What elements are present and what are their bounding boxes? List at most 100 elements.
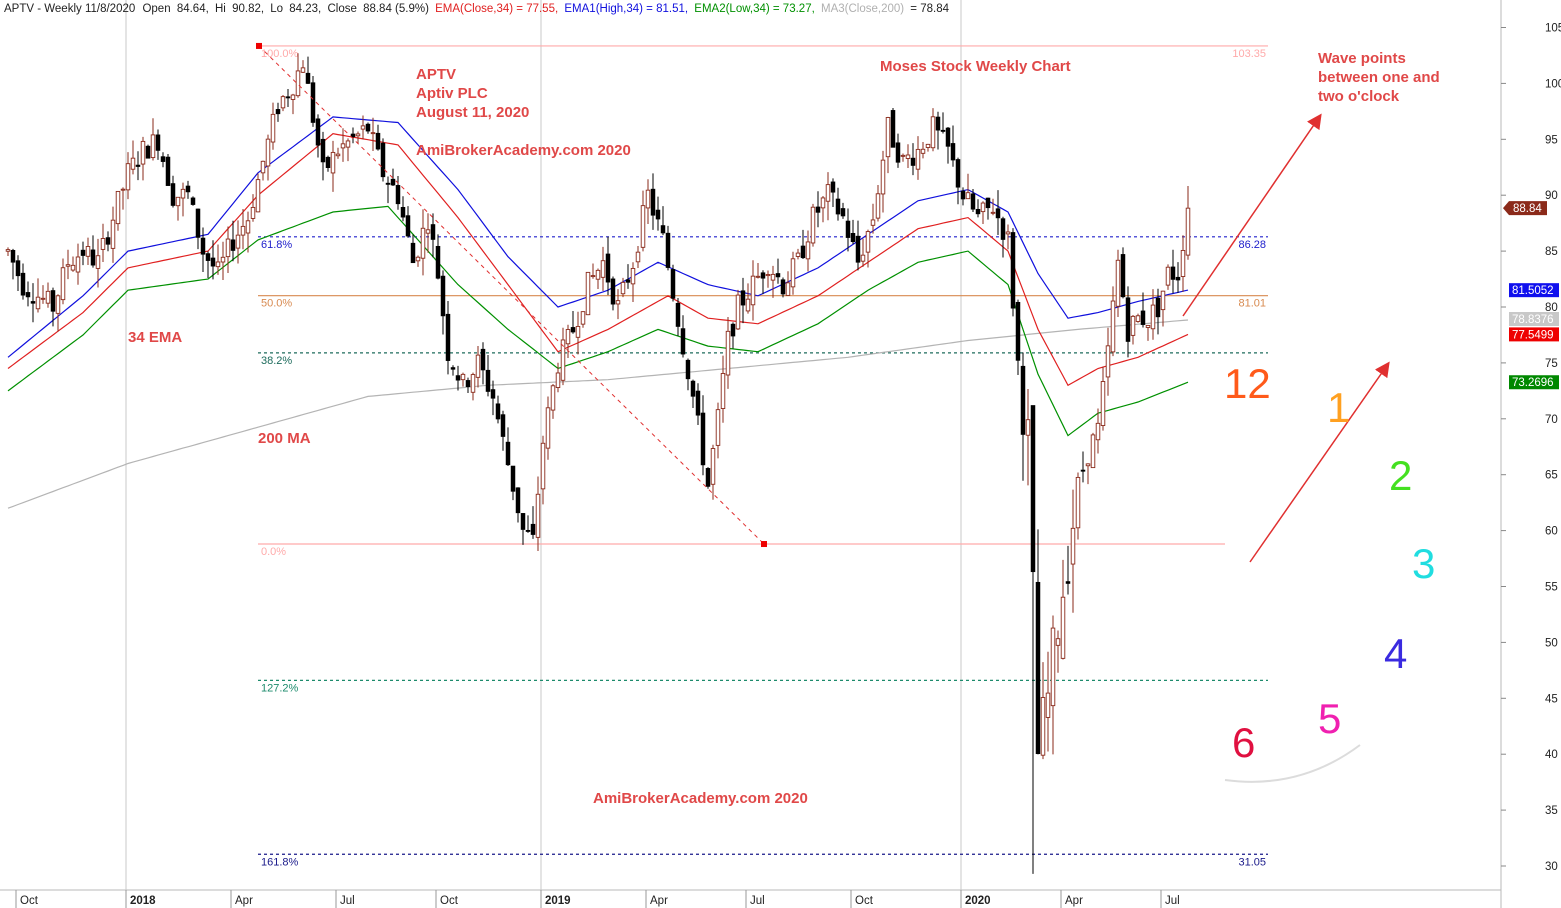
x-tick-label: Oct <box>855 895 874 907</box>
candle <box>560 327 566 386</box>
candle-body-down <box>955 159 961 188</box>
candle <box>615 289 621 320</box>
y-tick-label: 85 <box>1545 246 1558 258</box>
hi-value: 90.82 <box>232 3 261 15</box>
candle <box>470 372 476 401</box>
candle <box>1025 389 1031 486</box>
x-tick-label: Apr <box>650 895 668 907</box>
candle-body-up <box>645 189 651 209</box>
candle <box>280 94 286 112</box>
candle <box>415 255 421 267</box>
badge-value: 73.2696 <box>1512 377 1554 389</box>
candle <box>465 377 471 394</box>
candle-body-up <box>785 282 791 296</box>
candle-body-down <box>435 245 441 279</box>
candle <box>365 122 371 134</box>
candle <box>650 173 656 230</box>
candle <box>85 237 91 265</box>
candle <box>1130 315 1136 345</box>
candle <box>790 251 796 295</box>
candle-body-down <box>985 197 991 209</box>
candle <box>695 383 701 425</box>
candle-body-up <box>180 188 186 199</box>
candle-body-down <box>160 156 166 162</box>
candle <box>290 93 296 115</box>
candle <box>1065 545 1071 595</box>
badge-shape <box>1509 283 1559 298</box>
candle-body-up <box>630 267 636 285</box>
candle <box>450 365 456 376</box>
candle-body-up <box>425 229 431 234</box>
clock-1: 1 <box>1327 384 1350 431</box>
candle <box>75 243 81 285</box>
candle <box>755 262 761 279</box>
wave-note-line2: between one and <box>1318 69 1440 86</box>
candle-body-up <box>70 264 76 271</box>
candle-body-up <box>725 330 731 376</box>
candle <box>850 219 856 245</box>
candle <box>1175 262 1181 293</box>
candle <box>945 126 951 164</box>
candle-body-up <box>825 184 831 202</box>
candle-body-up <box>255 179 261 213</box>
candle-body-down <box>685 359 691 380</box>
candle-body-up <box>5 249 11 252</box>
candle-body-up <box>345 140 351 148</box>
fib-label: 50.0% <box>261 298 292 310</box>
fib-label: 38.2% <box>261 355 292 367</box>
candle <box>70 256 76 272</box>
candle-body-up <box>590 275 596 278</box>
candle <box>285 88 291 108</box>
y-tick-label: 105 <box>1545 23 1561 35</box>
candle <box>655 196 661 231</box>
candle-body-down <box>705 468 711 487</box>
candle-body-down <box>570 327 576 333</box>
candle-body-up <box>575 325 581 338</box>
candle-body-up <box>710 448 716 485</box>
candle <box>800 229 806 259</box>
price-axis: 30 35 40 45 50 55 60 65 70 75 80 85 90 95 100 105 <box>1501 23 1561 873</box>
candle <box>885 116 891 174</box>
candle-body-down <box>610 278 616 305</box>
candle <box>550 383 556 419</box>
candle-body-down <box>830 181 836 193</box>
candle <box>660 206 666 236</box>
candle <box>1155 288 1161 335</box>
candle-body-down <box>390 178 396 186</box>
fibonacci-levels: 100.0% 103.35 61.8% 86.28 50.0% 81.01 38.2% 0.0… <box>258 45 1268 868</box>
candle-body-down <box>775 273 781 278</box>
candle <box>130 140 136 175</box>
candle <box>630 262 636 303</box>
candle <box>295 53 301 98</box>
candle <box>140 136 146 181</box>
candle-body-up <box>75 256 81 273</box>
candle <box>900 153 906 162</box>
candle-body-down <box>165 156 171 186</box>
candle <box>685 358 691 391</box>
candle <box>1160 290 1166 327</box>
date-annotation: August 11, 2020 <box>416 104 529 121</box>
candle-body-down <box>960 190 966 200</box>
candle-body-down <box>145 145 151 159</box>
candle <box>700 395 706 476</box>
candle-body-down <box>835 198 841 215</box>
fib-price-label: 103.35 <box>1232 48 1266 60</box>
x-tick-label: 2019 <box>545 895 571 907</box>
candle-body-up <box>95 255 101 269</box>
candle-body-down <box>410 242 416 264</box>
candle <box>925 143 931 152</box>
candle-body-up <box>720 373 726 409</box>
candle-body-down <box>910 157 916 166</box>
candle <box>500 410 506 451</box>
candle <box>275 102 281 122</box>
candle <box>335 147 341 159</box>
candle <box>725 317 731 389</box>
candle-body-down <box>170 183 176 206</box>
candle <box>135 151 141 181</box>
candle-body-up <box>100 238 106 250</box>
ema-high-line <box>7 116 1189 358</box>
candle-body-up <box>870 219 876 226</box>
candle <box>55 294 61 332</box>
candle <box>890 108 896 148</box>
candle-body-up <box>805 241 811 260</box>
